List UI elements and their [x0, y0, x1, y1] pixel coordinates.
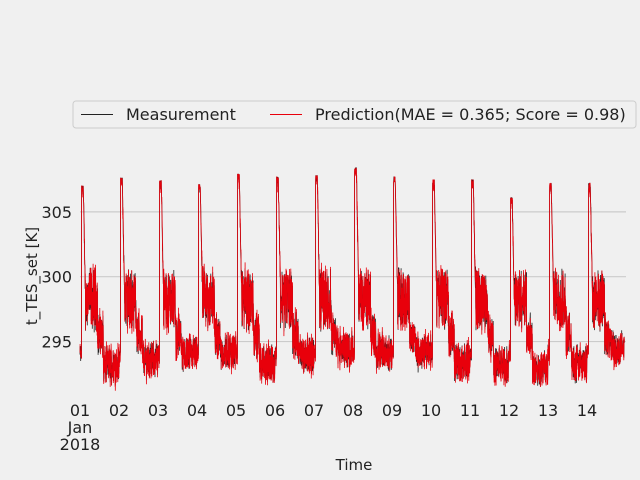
- x-tick-label: 12: [499, 401, 519, 420]
- x-tick-label: 05: [226, 401, 246, 420]
- x-tick-label: 02: [109, 401, 129, 420]
- legend-label-measurement: Measurement: [126, 105, 236, 124]
- legend-label-prediction: Prediction(MAE = 0.365; Score = 0.98): [315, 105, 626, 124]
- y-tick-label: 305: [41, 203, 72, 222]
- x-tick-label: 08: [343, 401, 363, 420]
- x-tick-label: 13: [538, 401, 558, 420]
- x-tick-label: 01: [70, 401, 90, 420]
- x-tick-sublabel-month: Jan: [67, 418, 93, 437]
- x-tick-sublabel-year: 2018: [60, 435, 101, 454]
- series-prediction: [79, 167, 625, 391]
- x-axis-label: Time: [335, 456, 373, 474]
- y-tick-label: 300: [41, 268, 72, 287]
- legend: Measurement Prediction(MAE = 0.365; Scor…: [72, 100, 637, 129]
- y-tick-label: 295: [41, 333, 72, 352]
- x-tick-label: 03: [148, 401, 168, 420]
- x-tick-label: 04: [187, 401, 207, 420]
- y-axis-label: t_TES_set [K]: [23, 227, 42, 325]
- legend-box: [72, 100, 637, 129]
- x-tick-label: 09: [382, 401, 402, 420]
- y-ticks: 295 300 305: [41, 203, 72, 352]
- x-tick-label: 11: [460, 401, 480, 420]
- x-tick-label: 10: [421, 401, 441, 420]
- x-tick-label: 06: [265, 401, 285, 420]
- x-tick-label: 14: [577, 401, 597, 420]
- x-tick-label: 07: [304, 401, 324, 420]
- series-layer: [79, 167, 625, 391]
